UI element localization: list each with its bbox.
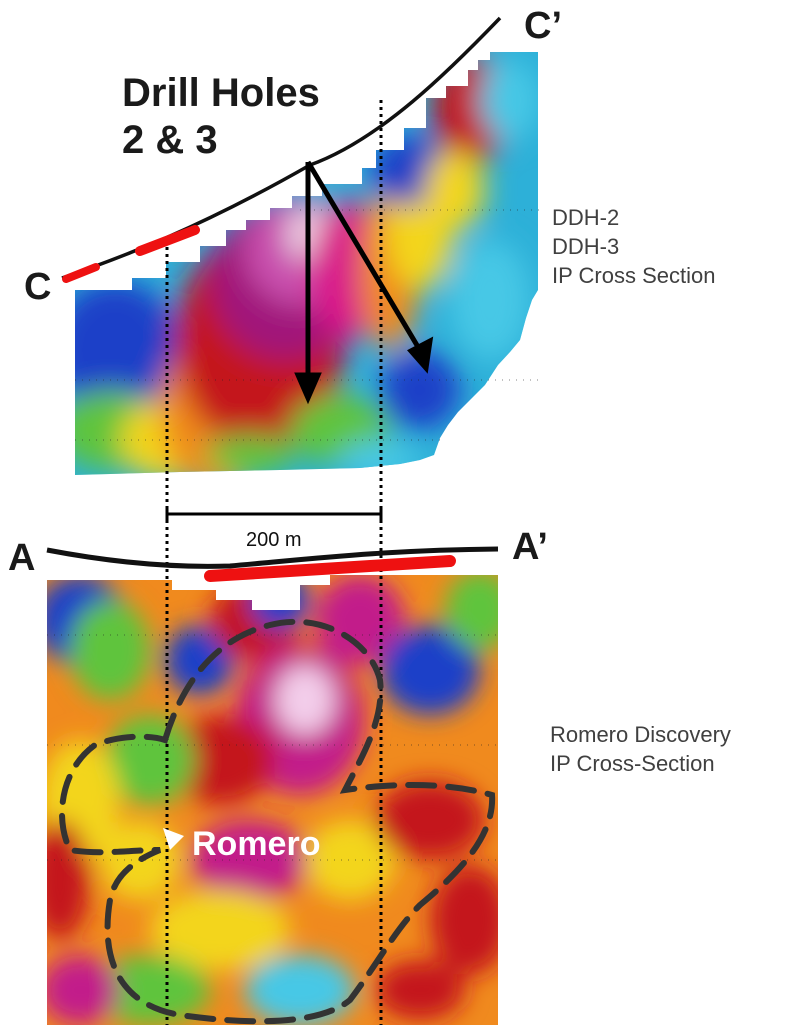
grid-dots	[47, 209, 540, 861]
title-line-1: Drill Holes	[122, 71, 320, 115]
title-line-2: 2 & 3	[122, 118, 218, 163]
bottom-section-caption: Romero Discovery IP Cross-Section	[550, 720, 731, 778]
caption-ddh2: DDH-2	[552, 205, 620, 230]
caption-ip-cross-section-hyphen: IP Cross-Section	[550, 751, 715, 777]
caption-ddh3: DDH-3	[552, 234, 620, 260]
romero-outline	[59, 618, 496, 1025]
mineralized-zones	[62, 225, 456, 582]
section-label-c-prime: C’	[524, 5, 562, 47]
surface-line-a	[46, 546, 499, 569]
top-section-caption: DDH-2 DDH-3 IP Cross Section	[552, 203, 715, 290]
figure-title: Drill Holes 2 & 3	[122, 70, 320, 164]
bottom-ip-section	[47, 575, 498, 1025]
caption-ip-cross-section: IP Cross Section	[552, 263, 716, 289]
section-label-a-prime: A’	[512, 526, 548, 568]
scale-bar	[165, 507, 383, 521]
drill-hole-arrows	[294, 160, 434, 405]
section-label-a: A	[8, 537, 36, 579]
scale-bar-label: 200 m	[246, 529, 302, 551]
romero-arrow	[163, 828, 184, 850]
romero-label: Romero	[192, 825, 321, 863]
section-label-c: C	[24, 266, 52, 308]
caption-romero-discovery: Romero Discovery	[550, 722, 731, 747]
